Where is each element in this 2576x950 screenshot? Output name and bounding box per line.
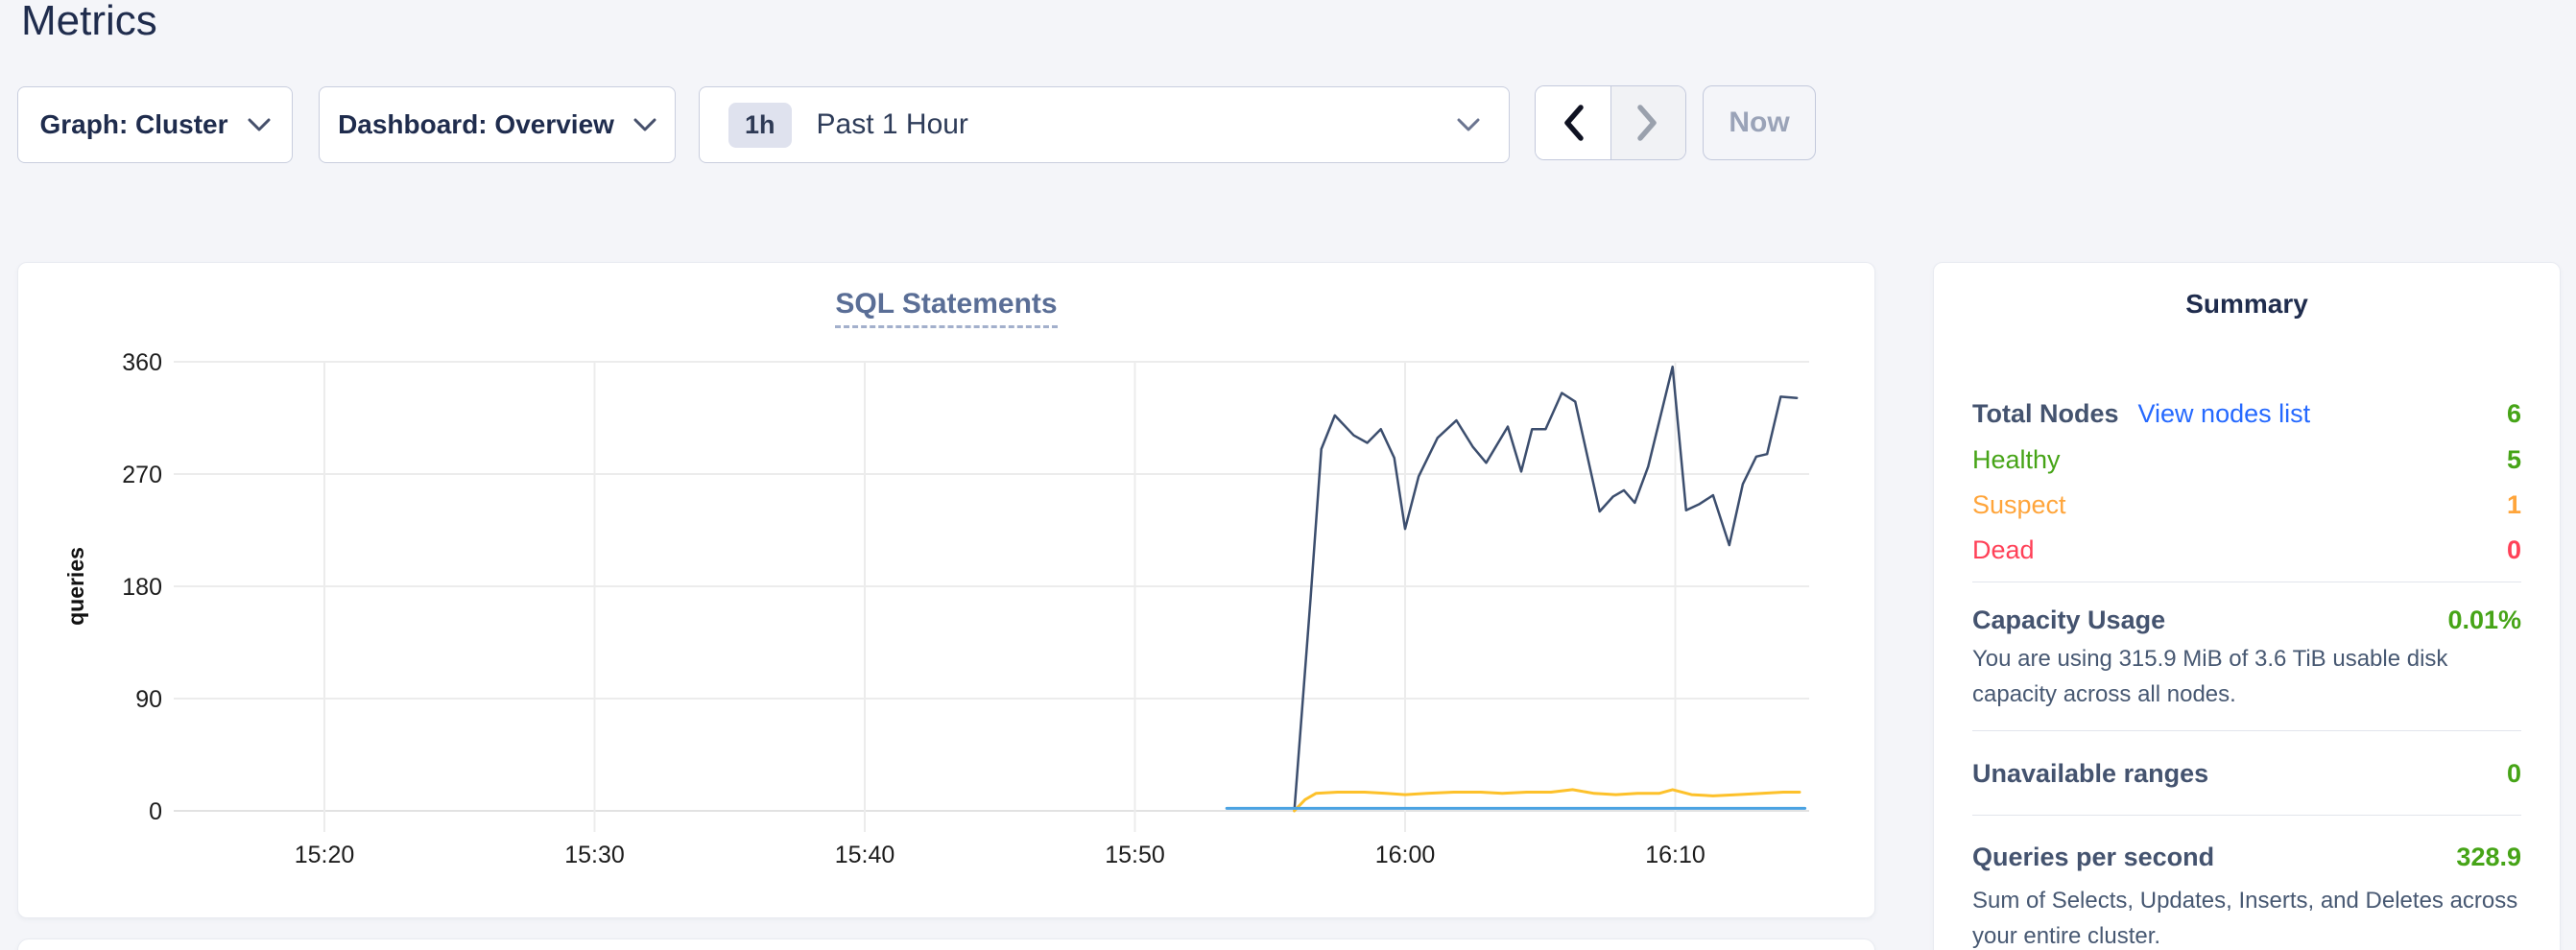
dashboard-dropdown-label: Dashboard: Overview [338,109,614,139]
summary-row-suspect: Suspect 1 [1972,486,2521,524]
time-range-selector[interactable]: 1h Past 1 Hour [699,86,1510,163]
summary-row-healthy: Healthy 5 [1972,440,2521,479]
svg-text:360: 360 [122,349,162,376]
time-range-badge: 1h [728,102,792,148]
queries-per-second-label: Queries per second [1972,843,2215,871]
svg-text:queries: queries [63,547,88,626]
chevron-down-icon [248,118,271,131]
chevron-right-icon [1637,105,1657,141]
graph-dropdown-label: Graph: Cluster [39,109,228,139]
divider [1972,730,2521,731]
svg-text:16:00: 16:00 [1375,842,1436,868]
dashboard-dropdown[interactable]: Dashboard: Overview [319,86,676,163]
summary-panel: Summary Total Nodes View nodes list 6 He… [1933,262,2561,950]
chevron-down-icon [633,118,656,131]
svg-text:16:10: 16:10 [1645,842,1705,868]
summary-row-total-nodes: Total Nodes View nodes list 6 [1972,394,2521,433]
unavailable-ranges-label: Unavailable ranges [1972,759,2209,788]
summary-row-capacity: Capacity Usage 0.01% [1972,601,2521,639]
divider [1972,815,2521,816]
page-title: Metrics [21,0,157,44]
time-range-label: Past 1 Hour [816,108,968,140]
suspect-label: Suspect [1972,490,2066,519]
sql-statements-chart[interactable]: 0 90 180 270 360 15:20 15:30 15:40 15:50 16:00 16:… [18,263,1876,919]
queries-per-second-description: Sum of Selects, Updates, Inserts, and De… [1972,888,2518,949]
capacity-usage-label: Capacity Usage [1972,606,2166,634]
svg-text:0: 0 [149,798,162,825]
capacity-usage-description: You are using 315.9 MiB of 3.6 TiB usabl… [1972,646,2448,707]
summary-row-queries-per-second: Queries per second 328.9 [1972,838,2521,876]
suspect-value: 1 [2506,490,2521,519]
summary-row-unavailable-ranges: Unavailable ranges 0 [1972,754,2521,793]
now-button[interactable]: Now [1703,85,1816,160]
sql-statements-chart-card: SQL Statements 0 90 180 270 360 15:20 15:30 15:… [17,262,1875,918]
svg-text:90: 90 [135,686,162,713]
unavailable-ranges-value: 0 [2506,759,2521,788]
svg-text:15:40: 15:40 [835,842,895,868]
total-nodes-label: Total Nodes [1972,399,2119,428]
summary-row-dead: Dead 0 [1972,531,2521,569]
svg-text:270: 270 [122,462,162,488]
view-nodes-list-link[interactable]: View nodes list [2137,399,2311,428]
time-nav-group [1535,85,1686,160]
chevron-down-icon [1457,118,1480,131]
next-range-button[interactable] [1610,86,1685,159]
svg-text:180: 180 [122,574,162,601]
next-chart-card [17,938,1875,950]
healthy-value: 5 [2506,445,2521,474]
total-nodes-value: 6 [2506,399,2521,428]
dead-value: 0 [2506,535,2521,564]
svg-text:15:50: 15:50 [1105,842,1165,868]
healthy-label: Healthy [1972,445,2061,474]
svg-text:15:30: 15:30 [564,842,625,868]
prev-range-button[interactable] [1536,86,1610,159]
svg-text:15:20: 15:20 [295,842,355,868]
graph-dropdown[interactable]: Graph: Cluster [17,86,293,163]
chevron-left-icon [1564,105,1584,141]
capacity-usage-value: 0.01% [2447,606,2521,634]
dead-label: Dead [1972,535,2035,564]
chart-title-row: SQL Statements [18,288,1874,328]
summary-title: Summary [2185,289,2308,319]
queries-per-second-value: 328.9 [2456,843,2521,871]
chart-title[interactable]: SQL Statements [835,288,1058,328]
